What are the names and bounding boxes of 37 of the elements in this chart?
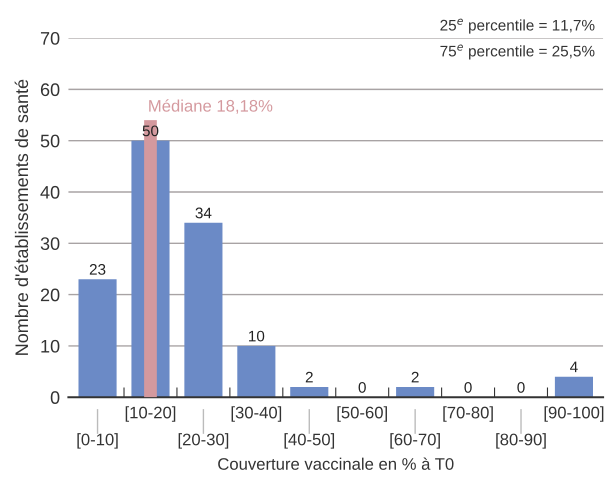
- data-label: 4: [570, 362, 578, 372]
- x-tick-label: [20-30]: [178, 433, 228, 449]
- bar: [184, 222, 222, 398]
- x-tick-label: [30-40]: [232, 406, 282, 422]
- data-label: 0: [464, 382, 472, 393]
- y-tick-label: 20: [40, 288, 60, 302]
- y-tick-label: 40: [40, 186, 60, 199]
- data-label: 2: [412, 372, 419, 382]
- bar: [144, 120, 157, 398]
- x-axis-title: Couverture vaccinale en % à T0: [218, 457, 454, 470]
- series-label: Médiane 18,18%: [149, 99, 272, 114]
- data-label: 0: [358, 382, 366, 393]
- y-tick-label: 10: [41, 340, 60, 353]
- x-tick-label: [60-70]: [390, 433, 440, 449]
- text: 25$^{e}$ percentile = 11,7%: [440, 18, 594, 34]
- data-label: 0: [517, 382, 525, 393]
- bar: [237, 346, 276, 398]
- data-label: 10: [249, 330, 264, 342]
- x-tick-label: [0-10]: [77, 433, 118, 449]
- y-tick-label: 30: [40, 237, 60, 250]
- annotation: 75$^{e}$ percentile = 25,5%: [440, 44, 594, 60]
- y-tick-label: 70: [40, 32, 60, 45]
- data-label: 23: [90, 264, 106, 275]
- data-label: 2: [306, 372, 313, 382]
- y-tick-label: 60: [40, 83, 60, 96]
- y-tick-label: 50: [40, 134, 60, 148]
- x-tick-label: [10-20]: [126, 406, 176, 422]
- x-tick-label: [70-80]: [443, 406, 493, 422]
- bar: [78, 279, 117, 398]
- x-tick-label: [80-90]: [496, 433, 546, 449]
- x-tick-label: [90-100]: [544, 406, 604, 422]
- bar: [554, 376, 593, 398]
- y-tick-label: 0: [50, 391, 60, 404]
- x-tick-label: [50-60]: [337, 406, 387, 422]
- x-tick-label: [40-50]: [284, 433, 334, 449]
- y-axis-title: Nombre d'établissements de santé: [14, 80, 28, 355]
- data-label: 34: [196, 208, 212, 218]
